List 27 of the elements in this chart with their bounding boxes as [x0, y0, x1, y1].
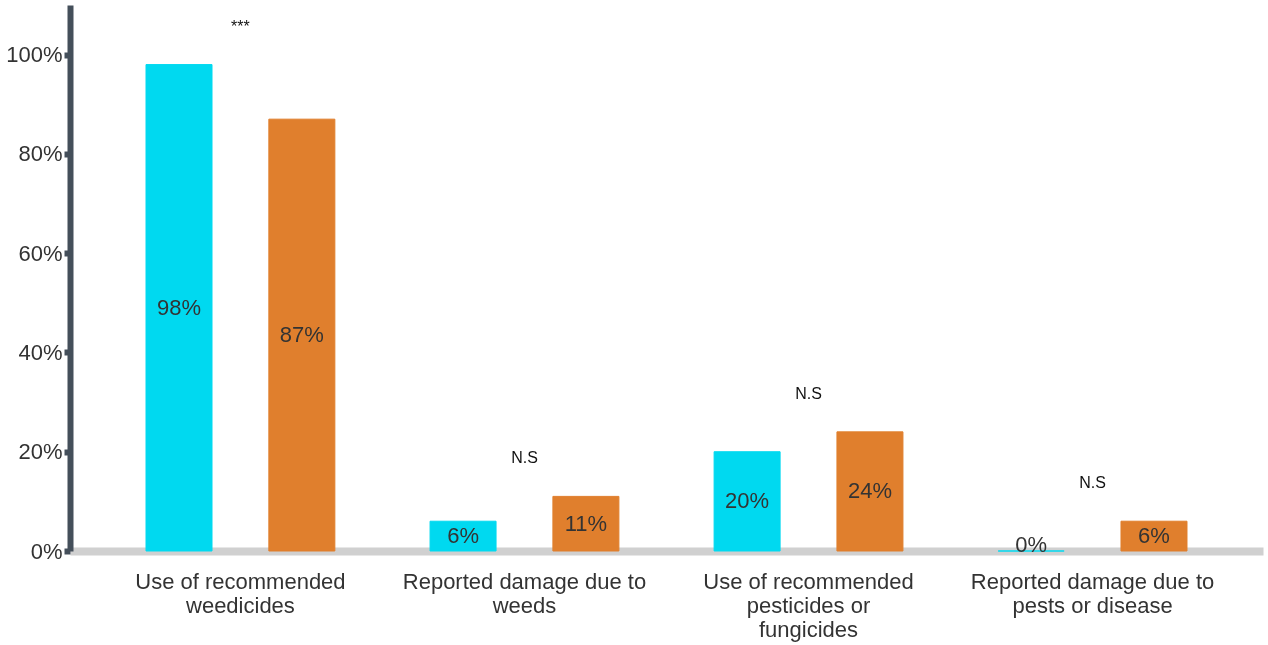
- bar: [268, 118, 336, 552]
- data-label: 98%: [156, 294, 202, 320]
- y-tick-label: 60%: [18, 240, 63, 266]
- y-tick-label: 100%: [6, 42, 63, 68]
- bar: [713, 451, 781, 552]
- x-tick-label: Reported damage due to weeds: [402, 568, 647, 618]
- bar: [836, 431, 904, 552]
- y-tick-label: 20%: [18, 439, 63, 465]
- bar: [1120, 520, 1188, 552]
- bar: [552, 495, 620, 552]
- x-tick-label: Use of recommended weedicides: [135, 568, 346, 618]
- y-tick-label: 80%: [18, 141, 63, 167]
- y-tick-label: 0%: [30, 538, 63, 564]
- bar: [145, 64, 213, 552]
- data-label: 20%: [725, 488, 770, 514]
- data-label: 6%: [1138, 523, 1170, 549]
- annotation: ***: [231, 17, 250, 35]
- data-label: 24%: [847, 478, 892, 504]
- x-tick-label: Reported damage due to pests or disease: [970, 568, 1215, 618]
- y-tick-label: 40%: [18, 339, 63, 365]
- data-label: 11%: [564, 510, 608, 536]
- annotation: N.S: [1079, 474, 1106, 492]
- data-label: 6%: [447, 523, 479, 549]
- annotation: N.S: [795, 384, 822, 402]
- annotation: N.S: [511, 449, 538, 467]
- data-label: 87%: [279, 322, 324, 348]
- x-tick-label: Use of recommended pesticides or fungicides: [703, 568, 914, 642]
